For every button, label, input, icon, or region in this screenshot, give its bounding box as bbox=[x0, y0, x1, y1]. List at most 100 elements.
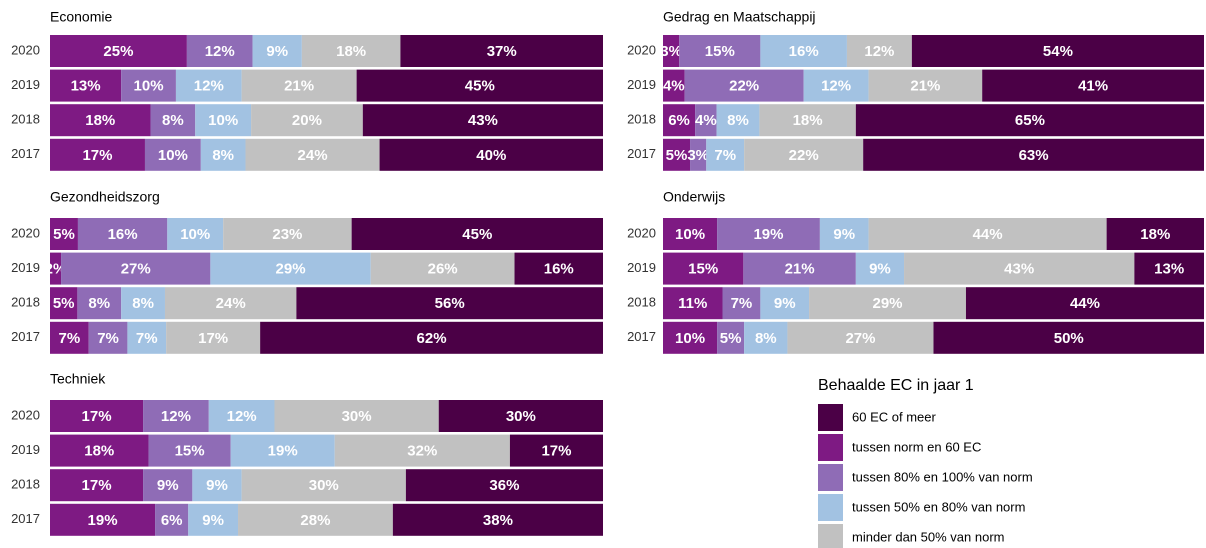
bar-segment bbox=[143, 400, 209, 432]
bar-segment bbox=[717, 321, 745, 354]
legend-label: minder dan 50% van norm bbox=[852, 529, 1004, 544]
value-label: 16% bbox=[108, 226, 138, 243]
value-label: 12% bbox=[864, 43, 894, 60]
value-label: 15% bbox=[688, 261, 718, 278]
bar-segment bbox=[61, 252, 211, 285]
bar-segment bbox=[514, 252, 603, 285]
value-label: 5% bbox=[53, 226, 75, 243]
value-label: 5% bbox=[53, 295, 75, 312]
bar-segment bbox=[238, 503, 393, 536]
bar-segment bbox=[1134, 252, 1204, 285]
bar-segment bbox=[982, 69, 1204, 102]
value-label: 29% bbox=[276, 261, 306, 278]
panel-title: Onderwijs bbox=[663, 189, 725, 205]
y-tick-label: 2018 bbox=[627, 295, 656, 310]
legend-label: 60 EC of meer bbox=[852, 409, 936, 424]
bar-segment bbox=[904, 252, 1135, 285]
bar-segment bbox=[663, 287, 723, 320]
value-label: 18% bbox=[336, 43, 366, 60]
bar-segment bbox=[260, 321, 603, 354]
bar-segment bbox=[400, 35, 603, 67]
bar-segment bbox=[50, 287, 78, 320]
bar-segment bbox=[186, 35, 253, 67]
value-label: 30% bbox=[506, 408, 536, 425]
bar-segment bbox=[855, 252, 905, 285]
value-label: 43% bbox=[468, 112, 498, 129]
value-label: 15% bbox=[175, 443, 205, 460]
bar-segment bbox=[50, 321, 89, 354]
value-label: 15% bbox=[705, 43, 735, 60]
value-label: 41% bbox=[1078, 78, 1108, 95]
y-tick-label: 2020 bbox=[627, 225, 656, 240]
bar-segment bbox=[334, 434, 510, 467]
y-tick-label: 2019 bbox=[11, 260, 40, 275]
value-label: 10% bbox=[208, 112, 238, 129]
bar-segment bbox=[77, 218, 168, 250]
value-label: 21% bbox=[785, 261, 815, 278]
bar-segment bbox=[241, 69, 357, 102]
value-label: 18% bbox=[84, 443, 114, 460]
value-label: 21% bbox=[284, 78, 314, 95]
value-label: 26% bbox=[428, 261, 458, 278]
bar-segment bbox=[706, 138, 745, 171]
legend-label: tussen 80% en 100% van norm bbox=[852, 469, 1033, 484]
value-label: 9% bbox=[869, 261, 891, 278]
value-label: 19% bbox=[88, 512, 118, 529]
bar-segment bbox=[1106, 218, 1204, 250]
bar-segment bbox=[241, 469, 406, 502]
panel: 25% 12% 9% 18% 37% 13% 10% 12% 21% 45% 18% 8% 10% 20%… bbox=[50, 35, 603, 171]
bar-segment bbox=[192, 469, 242, 502]
bar-segment bbox=[803, 69, 869, 102]
value-label: 13% bbox=[71, 78, 101, 95]
bar-segment bbox=[787, 321, 934, 354]
bar-segment bbox=[143, 469, 193, 502]
value-label: 8% bbox=[727, 112, 749, 129]
legend-key bbox=[818, 434, 843, 461]
bar-segment bbox=[164, 287, 297, 320]
bar-segment bbox=[175, 69, 242, 102]
bar-segment bbox=[716, 104, 760, 137]
bar-segment bbox=[144, 138, 201, 171]
bar-segment bbox=[252, 35, 302, 67]
value-label: 45% bbox=[465, 78, 495, 95]
value-label: 18% bbox=[1140, 226, 1170, 243]
bar-segment bbox=[760, 287, 810, 320]
y-tick-label: 2019 bbox=[11, 442, 40, 457]
y-tick-label: 2018 bbox=[11, 295, 40, 310]
legend-key bbox=[818, 494, 843, 521]
bar-segment bbox=[155, 503, 189, 536]
value-label: 22% bbox=[729, 78, 759, 95]
y-tick-label: 2019 bbox=[11, 77, 40, 92]
y-tick-label: 2017 bbox=[11, 146, 40, 161]
legend-key bbox=[818, 464, 843, 491]
bar-segment bbox=[301, 35, 401, 67]
value-label: 12% bbox=[205, 43, 235, 60]
bar-segment bbox=[166, 321, 261, 354]
value-label: 9% bbox=[202, 512, 224, 529]
bar-segment bbox=[695, 104, 717, 137]
legend-label: tussen 50% en 80% van norm bbox=[852, 499, 1025, 514]
value-label: 16% bbox=[789, 43, 819, 60]
panel-title: Techniek bbox=[50, 371, 106, 387]
bar-segment bbox=[188, 503, 239, 536]
bar-segment bbox=[208, 400, 275, 432]
value-label: 8% bbox=[162, 112, 184, 129]
legend-title: Behaalde EC in jaar 1 bbox=[818, 377, 974, 394]
value-label: 43% bbox=[1004, 261, 1034, 278]
panel: 17% 12% 12% 30% 30% 18% 15% 19% 32% 17% 17% 9% 9% 30%… bbox=[50, 400, 603, 536]
bar-segment bbox=[863, 138, 1204, 171]
value-label: 36% bbox=[489, 477, 519, 494]
bar-segment bbox=[663, 138, 691, 171]
bar-segment bbox=[370, 252, 515, 285]
bar-segment bbox=[50, 252, 62, 285]
value-label: 25% bbox=[103, 43, 133, 60]
value-label: 44% bbox=[1070, 295, 1100, 312]
bar-segment bbox=[759, 104, 856, 137]
bar-segment bbox=[744, 138, 864, 171]
value-label: 44% bbox=[973, 226, 1003, 243]
value-label: 18% bbox=[793, 112, 823, 129]
value-label: 17% bbox=[541, 443, 571, 460]
value-label: 7% bbox=[714, 147, 736, 164]
y-tick-label: 2018 bbox=[11, 112, 40, 127]
